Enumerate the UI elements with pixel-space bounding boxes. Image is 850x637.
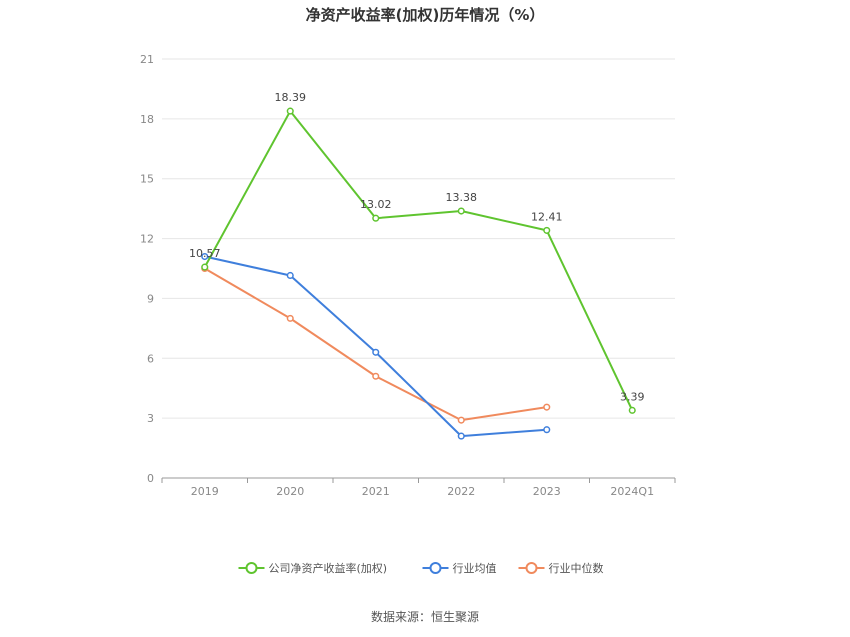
y-tick-label: 21 [140, 53, 154, 66]
data-point [457, 416, 465, 424]
x-tick-label: 2021 [362, 485, 390, 498]
data-label: 10.57 [189, 247, 221, 260]
y-tick-label: 9 [147, 292, 154, 305]
legend-label: 行业均值 [453, 562, 497, 575]
series-line [203, 110, 634, 411]
data-point [286, 314, 294, 322]
y-tick-label: 0 [147, 472, 154, 485]
data-label: 13.38 [446, 191, 478, 204]
x-tick-label: 2022 [447, 485, 475, 498]
grid-lines [162, 58, 675, 419]
y-tick-label: 12 [140, 233, 154, 246]
y-tick-label: 6 [147, 352, 154, 365]
data-point [628, 406, 636, 414]
data-point [286, 107, 294, 115]
legend-item: 行业中位数 [518, 561, 604, 575]
data-point [457, 432, 465, 440]
x-axis: 2019 2020 2021 2022 2023 2024Q1 [161, 477, 676, 498]
series-line [204, 255, 547, 438]
x-tick-label: 2023 [533, 485, 561, 498]
data-point [286, 271, 294, 280]
y-tick-label: 15 [140, 173, 154, 186]
data-point [543, 226, 551, 234]
y-axis: 0 3 6 9 12 15 18 21 [140, 53, 154, 485]
data-point [372, 348, 380, 356]
legend-item: 行业均值 [422, 562, 497, 575]
series-line [204, 267, 547, 422]
legend-marker-point [525, 562, 538, 574]
series-group [201, 107, 636, 440]
data-point [457, 207, 465, 215]
data-point [543, 426, 551, 434]
legend: 公司净资产收益率(加权) 行业均值 行业中位数 [238, 561, 604, 575]
data-label: 3.39 [620, 390, 645, 403]
data-labels: 10.57 18.39 13.02 13.38 12.41 3.39 [189, 91, 645, 403]
legend-marker-point [429, 562, 442, 574]
legend-marker-point [245, 562, 258, 574]
data-label: 13.02 [360, 198, 392, 211]
data-point [201, 263, 209, 271]
data-point [372, 372, 380, 380]
chart-title: 净资产收益率(加权)历年情况（%） [306, 6, 545, 24]
legend-item: 公司净资产收益率(加权) [238, 561, 388, 575]
data-label: 12.41 [531, 210, 563, 223]
data-point [372, 214, 380, 222]
legend-label: 公司净资产收益率(加权) [269, 561, 388, 575]
data-point [201, 252, 209, 261]
data-point [543, 403, 551, 411]
y-tick-label: 18 [140, 113, 154, 126]
source-note: 数据来源：恒生聚源 [371, 609, 479, 624]
data-label: 18.39 [275, 91, 307, 104]
x-tick-label: 2019 [191, 485, 219, 498]
x-tick-label: 2024Q1 [610, 485, 654, 498]
y-tick-label: 3 [147, 412, 154, 425]
legend-label: 行业中位数 [549, 561, 604, 575]
x-tick-label: 2020 [276, 485, 304, 498]
